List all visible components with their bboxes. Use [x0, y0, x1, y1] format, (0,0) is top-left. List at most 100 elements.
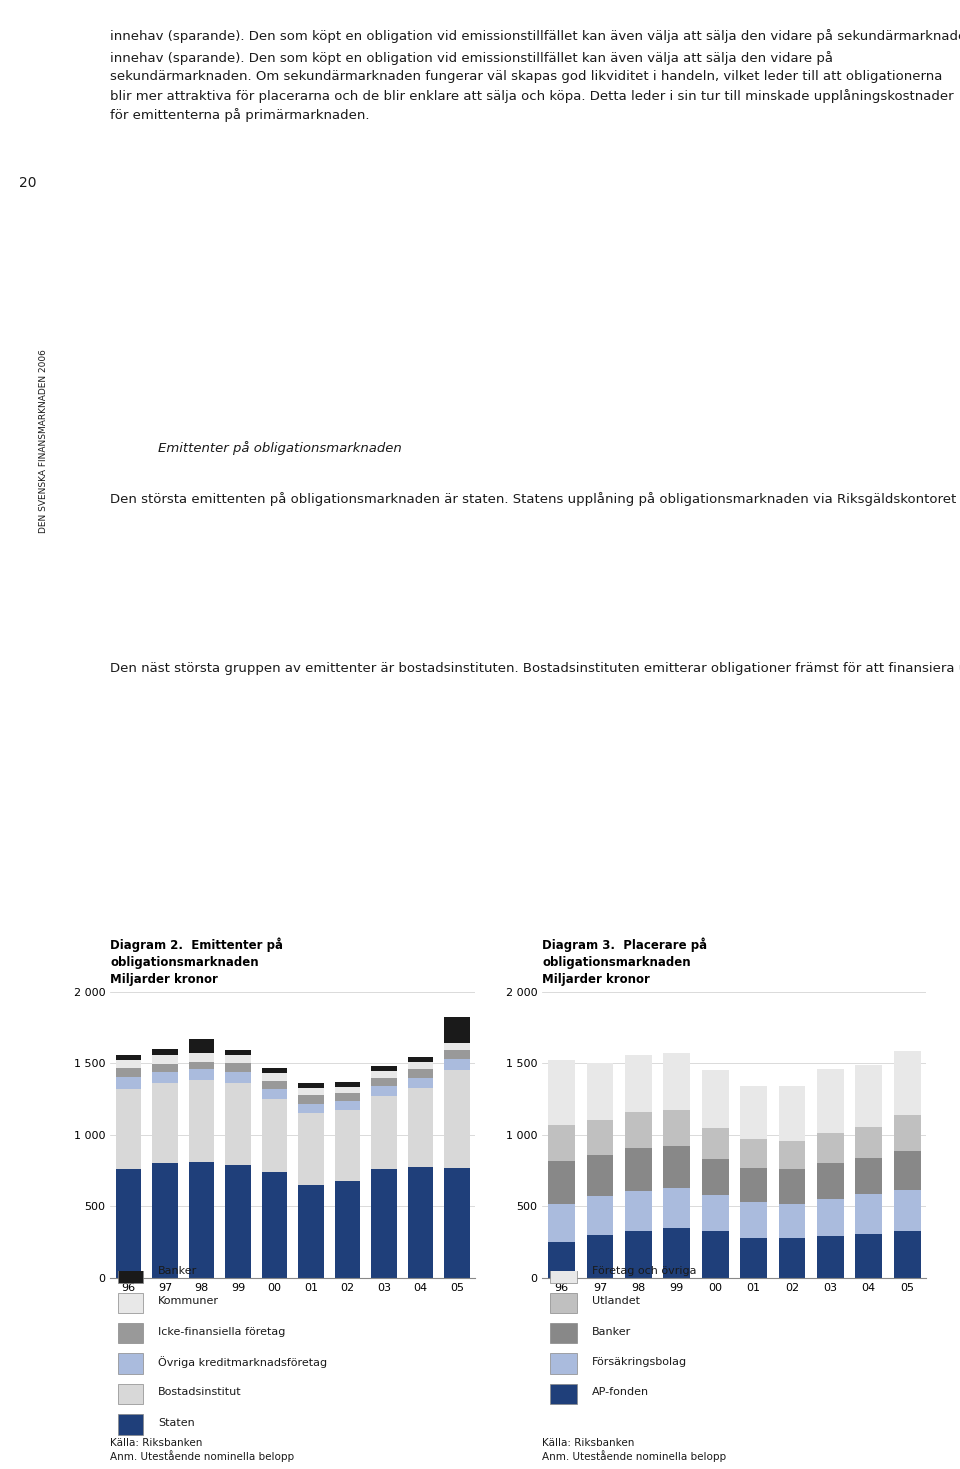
- Bar: [587, 1155, 613, 1196]
- Bar: [855, 1194, 882, 1234]
- Bar: [299, 1094, 324, 1105]
- Bar: [408, 1078, 433, 1087]
- Bar: [855, 1065, 882, 1127]
- Bar: [335, 1081, 360, 1087]
- Bar: [189, 1080, 214, 1162]
- Text: Diagram 3.  Placerare på
obligationsmarknaden
Miljarder kronor: Diagram 3. Placerare på obligationsmarkn…: [542, 937, 708, 986]
- FancyBboxPatch shape: [118, 1262, 143, 1282]
- Bar: [153, 1163, 178, 1278]
- Bar: [189, 1062, 214, 1069]
- Bar: [894, 1115, 921, 1152]
- Bar: [702, 1159, 729, 1194]
- Bar: [702, 1231, 729, 1278]
- FancyBboxPatch shape: [118, 1353, 143, 1374]
- Bar: [408, 1058, 433, 1062]
- Bar: [587, 1121, 613, 1155]
- Bar: [625, 1112, 652, 1147]
- Text: Kommuner: Kommuner: [157, 1296, 219, 1306]
- Bar: [299, 1083, 324, 1089]
- Text: Den största emittenten på obligationsmarknaden är staten. Statens upplåning på o: Den största emittenten på obligationsmar…: [110, 492, 960, 507]
- Bar: [444, 1168, 469, 1278]
- Bar: [408, 1069, 433, 1078]
- Text: innehav (sparande). Den som köpt en obligation vid emissionstillfället kan även : innehav (sparande). Den som köpt en obli…: [110, 29, 960, 44]
- FancyBboxPatch shape: [550, 1353, 577, 1374]
- Text: Banker: Banker: [592, 1327, 632, 1337]
- Bar: [299, 1185, 324, 1278]
- Bar: [226, 1072, 251, 1083]
- Bar: [189, 1069, 214, 1080]
- Bar: [702, 1128, 729, 1159]
- Bar: [372, 1078, 396, 1086]
- Bar: [335, 1102, 360, 1111]
- Bar: [262, 1172, 287, 1278]
- Text: Utlandet: Utlandet: [592, 1296, 640, 1306]
- Bar: [894, 1152, 921, 1190]
- Bar: [894, 1231, 921, 1278]
- Bar: [116, 1169, 141, 1278]
- Text: DEN SVENSKA FINANSMARKNADEN 2006: DEN SVENSKA FINANSMARKNADEN 2006: [38, 348, 48, 533]
- Bar: [548, 1203, 575, 1243]
- Bar: [587, 1064, 613, 1121]
- FancyBboxPatch shape: [118, 1384, 143, 1404]
- Bar: [262, 1068, 287, 1074]
- Bar: [262, 1074, 287, 1081]
- Bar: [372, 1066, 396, 1071]
- Text: Källa: Riksbanken
Anm. Utestående nominella belopp: Källa: Riksbanken Anm. Utestående nomine…: [110, 1438, 295, 1462]
- Bar: [262, 1081, 287, 1089]
- Bar: [226, 1049, 251, 1055]
- Text: Försäkringsbolag: Försäkringsbolag: [592, 1357, 687, 1368]
- FancyBboxPatch shape: [550, 1293, 577, 1313]
- Bar: [226, 1055, 251, 1064]
- Bar: [335, 1181, 360, 1278]
- FancyBboxPatch shape: [118, 1324, 143, 1343]
- Bar: [299, 1089, 324, 1094]
- Bar: [335, 1111, 360, 1181]
- Bar: [663, 1228, 690, 1278]
- Bar: [299, 1105, 324, 1114]
- Bar: [444, 1049, 469, 1059]
- Bar: [262, 1099, 287, 1172]
- Bar: [444, 1059, 469, 1069]
- Bar: [372, 1096, 396, 1169]
- Bar: [189, 1053, 214, 1062]
- Bar: [740, 1138, 767, 1168]
- Text: AP-fonden: AP-fonden: [592, 1387, 650, 1397]
- FancyBboxPatch shape: [550, 1384, 577, 1404]
- Bar: [153, 1083, 178, 1163]
- Bar: [817, 1199, 844, 1237]
- Bar: [262, 1089, 287, 1099]
- Text: Diagram 2.  Emittenter på
obligationsmarknaden
Miljarder kronor: Diagram 2. Emittenter på obligationsmark…: [110, 937, 283, 986]
- Bar: [855, 1234, 882, 1278]
- Bar: [408, 1062, 433, 1069]
- Bar: [372, 1169, 396, 1278]
- Bar: [894, 1190, 921, 1231]
- Bar: [299, 1114, 324, 1185]
- Bar: [855, 1127, 882, 1159]
- Bar: [663, 1053, 690, 1111]
- Bar: [779, 1086, 805, 1140]
- Bar: [153, 1064, 178, 1072]
- Bar: [548, 1061, 575, 1125]
- Bar: [444, 1069, 469, 1168]
- Bar: [372, 1086, 396, 1096]
- Bar: [116, 1089, 141, 1169]
- Bar: [444, 1043, 469, 1049]
- Bar: [189, 1162, 214, 1278]
- FancyBboxPatch shape: [550, 1324, 577, 1343]
- Text: Den näst största gruppen av emittenter är bostadsinstituten. Bostadsinstituten e: Den näst största gruppen av emittenter ä…: [110, 661, 960, 676]
- Bar: [548, 1243, 575, 1278]
- Bar: [702, 1194, 729, 1231]
- Bar: [779, 1140, 805, 1169]
- Bar: [779, 1238, 805, 1278]
- Text: Företag och övriga: Företag och övriga: [592, 1266, 697, 1275]
- Bar: [625, 1231, 652, 1278]
- Text: 20: 20: [19, 176, 36, 191]
- Bar: [740, 1238, 767, 1278]
- Bar: [548, 1161, 575, 1203]
- Bar: [740, 1086, 767, 1138]
- Bar: [587, 1235, 613, 1278]
- Bar: [548, 1125, 575, 1161]
- Bar: [153, 1072, 178, 1083]
- FancyBboxPatch shape: [550, 1262, 577, 1282]
- Bar: [116, 1077, 141, 1089]
